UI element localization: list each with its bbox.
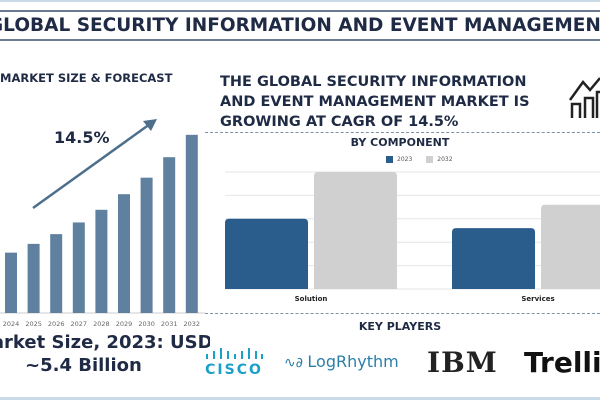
bottom-band: [0, 397, 600, 400]
forecast-bar-2032: [185, 134, 198, 313]
forecast-tick-label: 2028: [93, 320, 110, 328]
market-size-line1: Market Size, 2023: USD: [0, 332, 210, 353]
forecast-bar-2026: [50, 234, 63, 313]
forecast-tick-label: 2029: [116, 320, 133, 328]
bar-services-2032: [541, 204, 600, 289]
forecast-tick-label: 2026: [48, 320, 65, 328]
category-label: Services: [521, 295, 554, 303]
headline: THE GLOBAL SECURITY INFORMATION AND EVEN…: [220, 74, 530, 130]
forecast-tick-label: 2025: [25, 320, 42, 328]
logo-logrhythm: ∿∂ LogRhythm: [284, 352, 399, 371]
forecast-chart: 2024 2025 2026 2027 2028 2029 2030 2031 2032: [0, 134, 205, 328]
legend-item-2032: 2032: [426, 156, 453, 163]
category-label: Solution: [295, 295, 328, 303]
market-size-summary: Market Size, 2023: USD ~5.4 Billion: [0, 332, 210, 382]
title-bar: GLOBAL SECURITY INFORMATION AND EVENT MA…: [0, 10, 600, 41]
forecast-bar-2028: [95, 209, 108, 313]
component-chart: Solution Services: [225, 171, 600, 303]
cagr-label: 14.5%: [54, 128, 110, 147]
forecast-bar-2027: [72, 222, 85, 313]
forecast-tick-label: 2031: [161, 320, 178, 328]
forecast-tick-label: 2027: [71, 320, 88, 328]
component-chart-title: BY COMPONENT: [350, 136, 450, 149]
logo-cisco: CISCO: [204, 348, 264, 378]
growth-chart-icon: [568, 77, 600, 118]
market-size-line2: ~5.4 Billion: [25, 355, 142, 376]
trend-arrow-head: [143, 119, 157, 131]
bar-solution-2032: [314, 172, 397, 289]
forecast-bar-2024: [5, 252, 17, 313]
bar-solution-2023: [225, 218, 308, 289]
legend-item-2023: 2023: [386, 156, 412, 163]
market-size-heading: MARKET SIZE & FORECAST: [0, 71, 173, 85]
divider-bottom: [205, 313, 600, 314]
divider-top: [205, 132, 600, 133]
forecast-bar-2029: [118, 194, 130, 313]
legend: 2023 2032: [386, 156, 453, 163]
forecast-bar-2030: [140, 177, 153, 313]
forecast-bar-2025: [27, 243, 40, 313]
forecast-tick-label: 2032: [184, 320, 201, 328]
forecast-bar-2031: [163, 157, 176, 313]
page-title: GLOBAL SECURITY INFORMATION AND EVENT MA…: [0, 15, 600, 36]
cisco-bars-icon: [206, 348, 263, 359]
forecast-tick-label: 2024: [3, 320, 20, 328]
logo-ibm: IBM: [427, 346, 498, 379]
logo-trellix: Trellix: [524, 346, 600, 379]
logrhythm-wave-icon: ∿∂: [284, 355, 308, 371]
key-players-title: KEY PLAYERS: [358, 320, 442, 333]
bar-services-2023: [452, 228, 535, 289]
forecast-tick-label: 2030: [138, 320, 155, 328]
trend-arrow-icon: [32, 122, 151, 210]
top-band: [0, 0, 600, 2]
